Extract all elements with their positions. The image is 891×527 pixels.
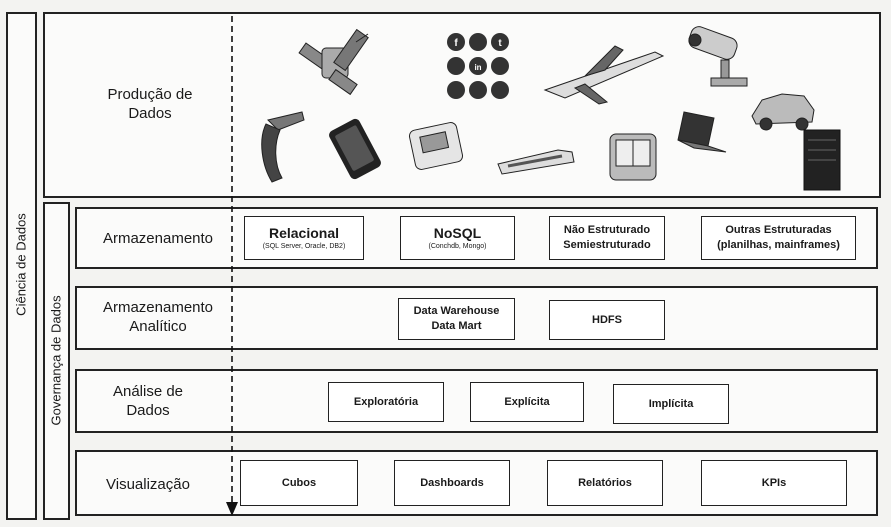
row-armazenamento-analitico-label: Armazenamento Analítico (102, 299, 214, 335)
airplane-icon (543, 45, 665, 105)
train-icon (497, 149, 575, 175)
svg-text:f: f (454, 38, 458, 49)
row-analise-de-dados (75, 369, 878, 433)
tablet-icon (609, 133, 657, 181)
flow-arrow (226, 16, 238, 516)
security-camera-icon (688, 26, 748, 87)
box-nosql: NoSQL (Conchdb, Mongo) (400, 216, 515, 260)
box-dashboards: Dashboards (394, 460, 510, 506)
box-cubos: Cubos (240, 460, 358, 506)
fuel-pump-icon (261, 111, 305, 183)
box-relatorios: Relatórios (547, 460, 663, 506)
box-exploratoria: Exploratória (328, 382, 444, 422)
producao-de-dados-label: Produção de Dados (107, 86, 193, 122)
box-outras-estruturadas: Outras Estruturadas (planilhas, mainfram… (701, 216, 856, 260)
box-relacional: Relacional (SQL Server, Oracle, DB2) (244, 216, 364, 260)
box-implicita: Implícita (613, 384, 729, 424)
governanca-de-dados-frame (43, 202, 70, 520)
laptop-icon (677, 111, 727, 153)
satellite-icon (298, 28, 369, 96)
smartphone-icon (329, 118, 381, 180)
svg-text:in: in (474, 63, 481, 72)
box-nao-estruturado: Não Estruturado Semiestruturado (549, 216, 665, 260)
producao-icons: f t in (261, 26, 841, 191)
row-armazenamento-label: Armazenamento (102, 229, 214, 247)
meter-icon (408, 122, 464, 170)
row-analise-de-dados-label: Análise de Dados (112, 383, 184, 419)
governanca-de-dados-label: Governança de Dados (48, 295, 64, 426)
ciencia-de-dados-frame (6, 12, 37, 520)
car-icon (751, 93, 815, 131)
box-explicita: Explícita (470, 382, 584, 422)
box-hdfs: HDFS (549, 300, 665, 340)
box-data-warehouse: Data Warehouse Data Mart (398, 298, 515, 340)
social-media-icon: f t in (447, 33, 509, 99)
server-icon (803, 129, 841, 191)
svg-text:t: t (498, 38, 502, 49)
ciencia-de-dados-label: Ciência de Dados (13, 213, 29, 316)
box-kpis: KPIs (701, 460, 847, 506)
row-visualizacao-label: Visualização (106, 475, 190, 493)
